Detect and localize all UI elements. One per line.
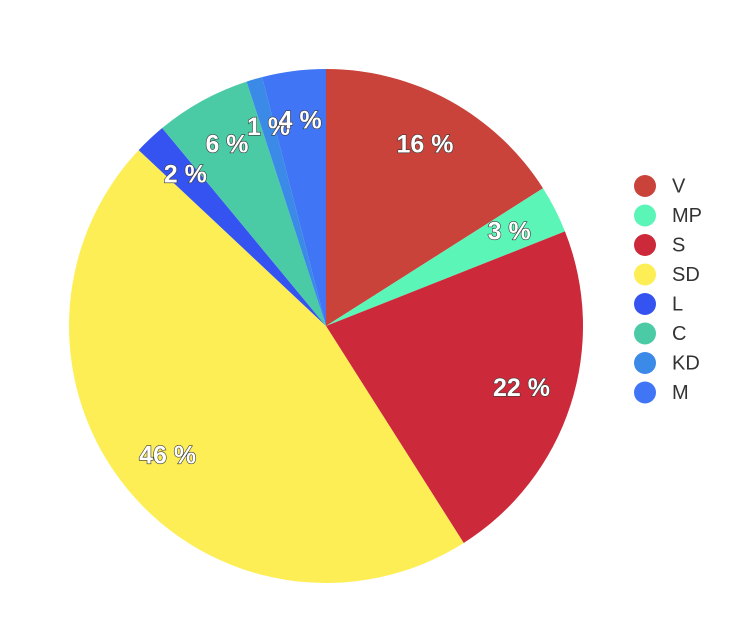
legend-label-v: V — [672, 175, 686, 197]
legend: V MP S SD LC KD M — [634, 175, 702, 404]
legend-label-m: M — [672, 382, 689, 404]
legend-label-s: S — [672, 234, 685, 256]
legend-swatch-mp — [634, 204, 656, 227]
legend-swatch-c — [634, 322, 656, 345]
legend-item-v: V — [634, 175, 686, 197]
pie-slice-v — [326, 69, 543, 326]
legend-label-sd: SD — [672, 264, 700, 286]
pie-slice-c — [162, 81, 326, 326]
legend-item-c: C — [634, 322, 686, 345]
legend-label-l: L — [672, 293, 683, 315]
pie-slice-s — [326, 231, 583, 543]
pie-slice-mp — [326, 188, 565, 326]
legend-label-c: C — [672, 323, 686, 345]
pie-slice-m — [262, 69, 326, 326]
slice-value-label-v: 16 % — [397, 130, 454, 158]
legend-swatch-sd — [634, 263, 656, 286]
legend-item-s: S — [634, 234, 685, 256]
pie-slice-l — [138, 127, 326, 326]
legend-item-mp: MP — [634, 204, 702, 227]
legend-label-mp: MP — [672, 205, 702, 227]
pie-slice-kd — [246, 77, 326, 326]
pie-value-labels: 16 % 3 % 22 % 46 % 2 % 6 %1 %4 % — [139, 106, 551, 470]
legend-swatch-s — [634, 234, 656, 256]
legend-item-l: L — [634, 293, 683, 315]
legend-swatch-m — [634, 381, 656, 404]
pie-slice-sd — [69, 150, 464, 583]
slice-value-label-s: 22 % — [493, 374, 550, 402]
pie-slices — [69, 69, 583, 583]
legend-item-m: M — [634, 381, 689, 404]
legend-item-sd: SD — [634, 263, 700, 286]
slice-value-label-sd: 46 % — [139, 442, 196, 470]
legend-swatch-v — [634, 175, 656, 197]
slice-value-label-kd: 1 % — [247, 113, 290, 141]
slice-value-label-mp: 3 % — [488, 217, 531, 245]
legend-item-kd: KD — [634, 352, 700, 374]
legend-label-kd: KD — [672, 352, 700, 374]
slice-value-label-m: 4 % — [279, 107, 322, 135]
slice-value-label-l: 2 % — [164, 161, 207, 189]
slice-value-label-c: 6 % — [205, 130, 248, 158]
legend-swatch-kd — [634, 352, 656, 374]
legend-swatch-l — [634, 293, 656, 315]
